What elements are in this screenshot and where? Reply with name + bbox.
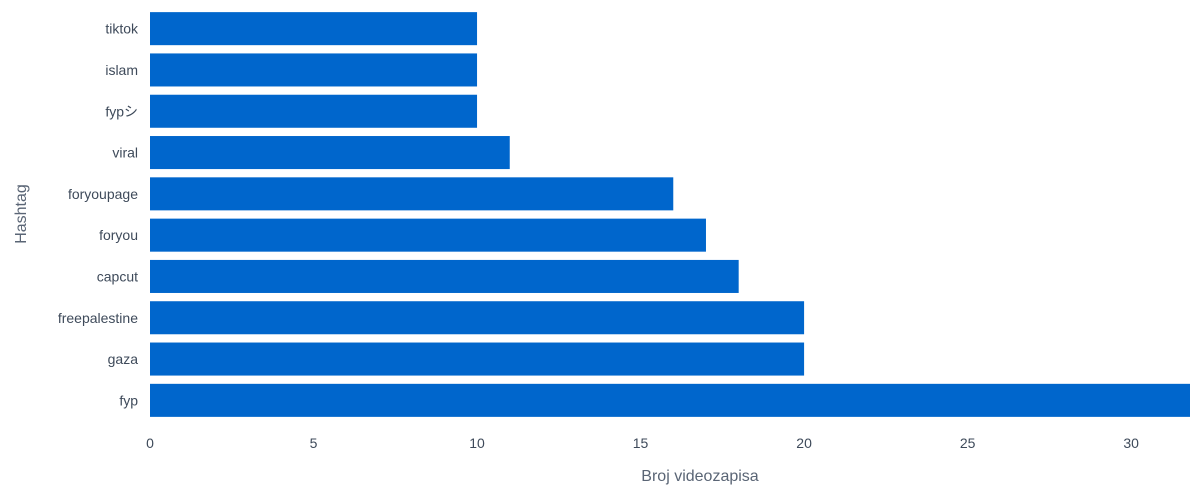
category-label: fyp bbox=[119, 392, 138, 408]
category-label: fypシ bbox=[105, 103, 138, 119]
x-tick-label: 20 bbox=[796, 435, 812, 451]
category-label: foryoupage bbox=[68, 186, 138, 202]
category-labels: tiktok islam fypシ viral foryoupage foryou capc… bbox=[58, 21, 139, 409]
bar-islam bbox=[150, 53, 478, 87]
bar-foryoupage bbox=[150, 177, 674, 211]
bar-fyp bbox=[150, 383, 1190, 417]
category-label: freepalestine bbox=[58, 310, 138, 326]
x-tick-label: 0 bbox=[146, 435, 154, 451]
x-tick-label: 25 bbox=[960, 435, 976, 451]
bar-foryou bbox=[150, 218, 706, 252]
bar-viral bbox=[150, 136, 510, 170]
x-tick-label: 5 bbox=[310, 435, 318, 451]
category-label: gaza bbox=[108, 351, 139, 367]
category-label: islam bbox=[105, 62, 138, 78]
bars-layer bbox=[150, 12, 1190, 417]
category-label: foryou bbox=[99, 227, 138, 243]
bar-freepalestine bbox=[150, 301, 805, 335]
x-tick-label: 10 bbox=[469, 435, 485, 451]
category-label: tiktok bbox=[105, 21, 139, 37]
bar-tiktok bbox=[150, 12, 478, 46]
x-tick-label: 30 bbox=[1123, 435, 1139, 451]
y-axis-title: Hashtag bbox=[13, 184, 30, 244]
category-label: viral bbox=[112, 145, 138, 161]
category-label: capcut bbox=[97, 268, 138, 284]
bar-fypシ bbox=[150, 94, 478, 128]
x-axis-title: Broj videozapisa bbox=[641, 468, 759, 485]
x-tick-label: 15 bbox=[633, 435, 649, 451]
x-tick-labels: 0 5 10 15 20 25 30 bbox=[146, 435, 1139, 451]
bar-gaza bbox=[150, 342, 805, 376]
bar-capcut bbox=[150, 259, 739, 293]
